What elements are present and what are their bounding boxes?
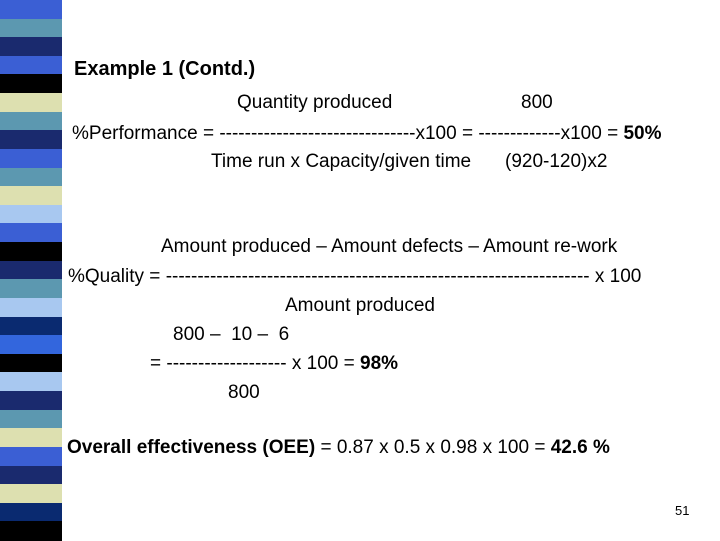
quality-calc-eq: =: [150, 353, 167, 374]
oee-line: Overall effectiveness (OEE) = 0.87 x 0.5…: [67, 437, 610, 459]
stripe-block: [0, 428, 62, 448]
quality-tail: x 100: [589, 266, 642, 287]
stripe-block: [0, 521, 62, 541]
quality-formula-line: %Quality = -----------------------------…: [68, 266, 641, 288]
performance-mid: x100 =: [415, 123, 479, 144]
performance-result: 50%: [623, 123, 662, 144]
oee-label: Overall effectiveness (OEE): [67, 437, 316, 458]
quality-calc-result: 98%: [360, 353, 399, 374]
stripe-block: [0, 204, 62, 225]
stripe-block: [0, 297, 62, 318]
stripe-block: [0, 148, 62, 169]
quality-dashes: ----------------------------------------…: [165, 266, 590, 287]
page-number: 51: [675, 503, 690, 518]
quality-calc-tail: x 100 =: [286, 353, 361, 374]
stripe-block: [0, 391, 62, 411]
stripe-block: [0, 93, 62, 113]
stripe-block: [0, 111, 62, 131]
performance-denominator-value: (920-120)x2: [505, 151, 608, 172]
stripe-block: [0, 279, 62, 299]
performance-tail: x100 =: [560, 123, 624, 144]
stripe-block: [0, 353, 62, 373]
stripe-block: [0, 167, 62, 187]
performance-dashes-2: -------------: [478, 123, 561, 144]
stripe-block: [0, 446, 62, 467]
quality-calc-denominator: 800: [228, 382, 260, 403]
stripe-block: [0, 0, 62, 20]
stripe-block: [0, 260, 62, 280]
quality-label: %Quality =: [68, 266, 166, 287]
stripe-block: [0, 223, 62, 243]
oee-result: 42.6 %: [550, 437, 610, 458]
decorative-stripe: [0, 0, 62, 541]
stripe-block: [0, 18, 62, 38]
stripe-block: [0, 55, 62, 76]
slide-title: Example 1 (Contd.): [74, 58, 256, 80]
stripe-block: [0, 242, 62, 262]
stripe-block: [0, 372, 62, 392]
stripe-block: [0, 186, 62, 206]
stripe-block: [0, 409, 62, 429]
stripe-block: [0, 130, 62, 150]
quality-calc-line: = ------------------- x 100 = 98%: [150, 353, 398, 375]
performance-dashes-1: -------------------------------: [219, 123, 416, 144]
oee-formula: = 0.87 x 0.5 x 0.98 x 100 =: [315, 437, 551, 458]
performance-numerator-value: 800: [521, 92, 553, 113]
stripe-block: [0, 502, 62, 522]
quality-calc-dashes: -------------------: [166, 353, 287, 374]
stripe-block: [0, 465, 62, 485]
stripe-block: [0, 74, 62, 94]
performance-formula-line: %Performance = -------------------------…: [72, 123, 662, 145]
quality-calc-numerator: 800 – 10 – 6: [173, 324, 290, 345]
quality-denominator: Amount produced: [285, 295, 435, 316]
quality-numerator: Amount produced – Amount defects – Amoun…: [161, 236, 618, 257]
stripe-block: [0, 37, 62, 57]
performance-numerator: Quantity produced: [237, 92, 393, 113]
stripe-block: [0, 316, 62, 336]
stripe-block: [0, 484, 62, 504]
performance-denominator: Time run x Capacity/given time: [211, 151, 472, 172]
performance-label: %Performance =: [72, 123, 220, 144]
stripe-block: [0, 335, 62, 355]
